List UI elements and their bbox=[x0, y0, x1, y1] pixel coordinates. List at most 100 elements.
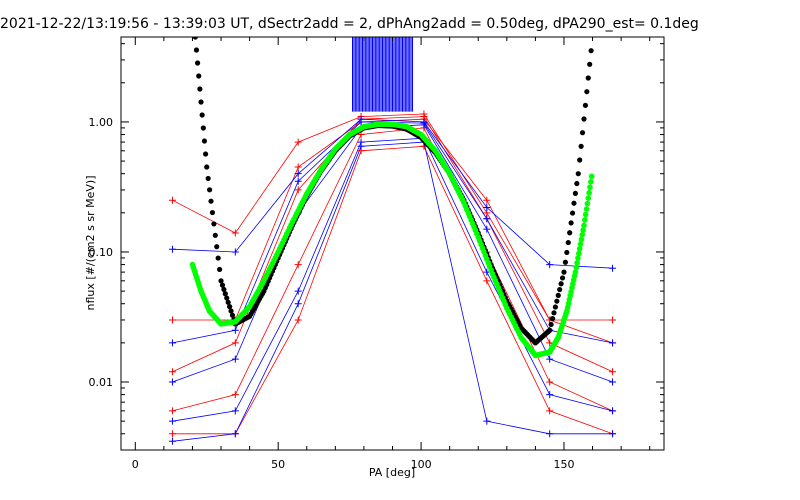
black-fit-point bbox=[554, 298, 560, 304]
black-fit-point bbox=[547, 327, 553, 333]
y-tick-label: 0.10 bbox=[89, 246, 114, 259]
black-fit-point bbox=[572, 190, 579, 196]
series-point-0 bbox=[231, 339, 239, 347]
black-fit-point bbox=[565, 239, 571, 246]
black-fit-point bbox=[577, 157, 583, 163]
black-fit-point bbox=[571, 200, 577, 206]
black-fit-point bbox=[192, 37, 198, 40]
series-line-3 bbox=[172, 145, 613, 435]
tick-layer: 0 50 100 150 0.01 0.10 1.00 bbox=[89, 37, 664, 471]
black-fit-point bbox=[579, 130, 586, 136]
black-fit-point bbox=[578, 143, 584, 149]
series-point-7 bbox=[483, 268, 491, 276]
series-point-8 bbox=[357, 118, 365, 126]
black-fit-point bbox=[557, 286, 563, 293]
series-point-2 bbox=[294, 138, 302, 146]
series-point-7 bbox=[168, 417, 176, 425]
series-point-4 bbox=[483, 196, 491, 204]
series-point-7 bbox=[231, 407, 239, 415]
series-line-4 bbox=[172, 118, 613, 321]
series-point-9 bbox=[609, 430, 617, 438]
series-point-7 bbox=[546, 391, 554, 399]
series-point-9 bbox=[231, 430, 239, 438]
x-tick-label: 150 bbox=[553, 458, 574, 471]
black-fit-point bbox=[559, 275, 566, 281]
black-fit-point bbox=[548, 321, 554, 328]
series-point-6 bbox=[546, 261, 554, 269]
series-point-2 bbox=[168, 196, 176, 204]
series-point-6 bbox=[231, 248, 239, 256]
series-point-8 bbox=[609, 339, 617, 347]
series-point-9 bbox=[483, 417, 491, 425]
black-fit-point bbox=[208, 198, 214, 204]
black-fit-point bbox=[200, 125, 206, 131]
series-point-0 bbox=[294, 186, 302, 194]
black-fit-point bbox=[552, 304, 559, 310]
series-line-5 bbox=[172, 124, 613, 383]
green-fit-point bbox=[584, 200, 591, 207]
series-point-8 bbox=[168, 339, 176, 347]
black-fit-point bbox=[199, 112, 205, 118]
black-fit-point bbox=[581, 116, 587, 122]
black-fit-point bbox=[587, 61, 593, 67]
black-fit-point bbox=[561, 269, 567, 275]
series-point-4 bbox=[609, 316, 617, 324]
y-tick-label: 1.00 bbox=[89, 116, 114, 129]
series-point-5 bbox=[546, 355, 554, 363]
black-fit-point bbox=[227, 304, 233, 310]
black-fit-point bbox=[564, 249, 570, 256]
series-point-1 bbox=[168, 407, 176, 415]
series-point-0 bbox=[609, 368, 617, 376]
series-point-6 bbox=[483, 203, 491, 211]
series-point-8 bbox=[294, 177, 302, 185]
green-fit-point bbox=[585, 195, 592, 201]
x-axis-label: PA [deg] bbox=[369, 466, 415, 479]
black-fit-point bbox=[224, 295, 230, 301]
black-fit-point bbox=[221, 286, 227, 293]
black-fit-point bbox=[574, 180, 580, 187]
green-fit-point bbox=[582, 211, 589, 218]
series-point-4 bbox=[168, 316, 176, 324]
black-fit-point bbox=[582, 102, 589, 108]
black-fit-point bbox=[575, 171, 581, 177]
series-point-3 bbox=[483, 277, 491, 285]
green-fit-point bbox=[583, 206, 590, 212]
black-fit-point bbox=[567, 230, 573, 236]
green-fit-point bbox=[573, 264, 580, 271]
series-point-3 bbox=[546, 407, 554, 415]
black-fit-point bbox=[201, 138, 208, 144]
green-fit-point bbox=[574, 259, 580, 266]
black-fit-point bbox=[228, 308, 234, 314]
data-layer bbox=[168, 37, 617, 445]
series-point-5 bbox=[231, 355, 239, 363]
black-fit-point bbox=[204, 164, 210, 170]
black-fit-point bbox=[219, 282, 226, 288]
green-fit-point bbox=[576, 245, 583, 252]
x-tick-label: 0 bbox=[132, 458, 139, 471]
green-fit-point bbox=[577, 241, 584, 247]
green-fit-point bbox=[578, 236, 585, 243]
green-fit-point bbox=[588, 173, 595, 180]
x-tick-label: 100 bbox=[411, 458, 432, 471]
series-line-6 bbox=[172, 118, 613, 269]
series-point-2 bbox=[231, 229, 239, 237]
black-fit-point bbox=[205, 175, 211, 182]
series-point-0 bbox=[168, 368, 176, 376]
series-line-8 bbox=[172, 121, 613, 344]
series-line-1 bbox=[172, 127, 613, 412]
series-point-6 bbox=[168, 245, 176, 253]
black-fit-point bbox=[206, 187, 213, 193]
black-fit-point bbox=[222, 291, 228, 297]
series-line-9 bbox=[172, 141, 613, 442]
green-fit-point bbox=[582, 217, 588, 223]
series-line-7 bbox=[172, 137, 613, 422]
series-point-9 bbox=[168, 437, 176, 445]
green-fit-point bbox=[586, 189, 592, 196]
series-point-4 bbox=[294, 163, 302, 171]
green-fit-point bbox=[579, 231, 586, 238]
series-point-9 bbox=[357, 142, 365, 150]
green-fit-point bbox=[576, 250, 582, 257]
black-fit-point bbox=[218, 278, 224, 284]
black-fit-point bbox=[216, 266, 223, 273]
series-point-5 bbox=[168, 378, 176, 386]
